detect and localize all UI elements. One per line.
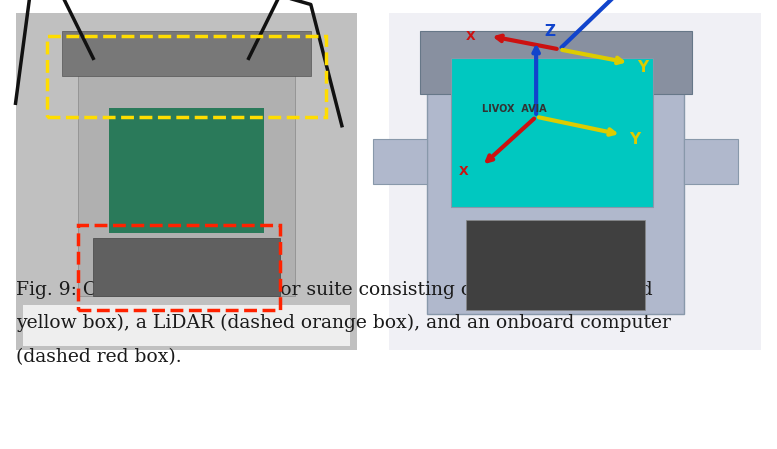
- Bar: [16, 13, 357, 350]
- Text: yellow box), a LiDAR (dashed orange box), and an onboard computer: yellow box), a LiDAR (dashed orange box)…: [16, 314, 671, 332]
- Bar: [684, 139, 738, 184]
- Bar: [109, 108, 264, 233]
- Bar: [373, 139, 427, 184]
- Bar: [451, 58, 653, 207]
- Text: Y: Y: [629, 132, 640, 147]
- Text: Fig. 9: Our customized sensor suite consisting of a camera (dashed: Fig. 9: Our customized sensor suite cons…: [16, 280, 652, 299]
- Text: LIVOX  AVIA: LIVOX AVIA: [482, 104, 546, 114]
- Text: X: X: [466, 31, 476, 44]
- Text: (dashed red box).: (dashed red box).: [16, 348, 181, 366]
- Text: X: X: [458, 165, 468, 178]
- Bar: [466, 220, 645, 310]
- Bar: [388, 13, 761, 350]
- Bar: [427, 67, 684, 314]
- Bar: [93, 238, 280, 296]
- Bar: [78, 58, 295, 296]
- Bar: [420, 31, 692, 94]
- Bar: [78, 224, 280, 310]
- Text: Z: Z: [544, 24, 555, 39]
- Bar: [47, 36, 326, 117]
- Text: Y: Y: [637, 60, 648, 75]
- Bar: [23, 305, 350, 346]
- Bar: [62, 31, 311, 76]
